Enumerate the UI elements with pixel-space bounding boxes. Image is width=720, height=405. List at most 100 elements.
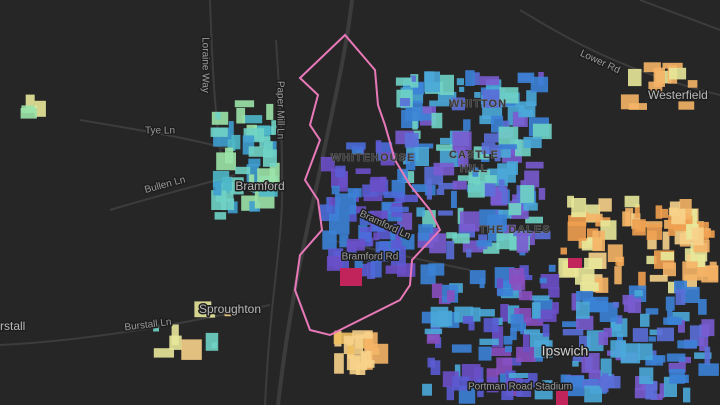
building-block bbox=[529, 295, 550, 301]
building-block bbox=[584, 385, 602, 403]
building-block bbox=[209, 310, 216, 318]
building-block bbox=[469, 270, 486, 285]
place-label: Westerfield bbox=[648, 88, 708, 102]
building-block bbox=[490, 186, 502, 205]
building-block bbox=[478, 346, 492, 361]
building-block bbox=[678, 101, 695, 110]
building-block bbox=[622, 211, 630, 227]
building-block bbox=[572, 355, 583, 363]
building-block bbox=[375, 140, 382, 153]
building-block bbox=[446, 386, 455, 401]
building-block bbox=[571, 293, 580, 311]
building-block bbox=[709, 261, 717, 268]
building-block bbox=[647, 230, 657, 250]
building-block bbox=[429, 233, 446, 254]
road-label: Loraine Way bbox=[199, 37, 210, 93]
building-block bbox=[499, 373, 506, 391]
building-block bbox=[466, 248, 472, 258]
building-block bbox=[532, 123, 552, 140]
building-block bbox=[666, 353, 686, 362]
building-block bbox=[320, 156, 335, 172]
building-block bbox=[516, 379, 532, 397]
building-block bbox=[600, 358, 612, 379]
building-block bbox=[420, 264, 436, 285]
building-block bbox=[524, 170, 540, 188]
road bbox=[0, 304, 271, 346]
building-block bbox=[230, 177, 244, 195]
building-block bbox=[483, 318, 499, 333]
building-block bbox=[333, 332, 354, 344]
building-block bbox=[698, 299, 707, 315]
building-block bbox=[351, 146, 364, 155]
building-block bbox=[411, 184, 428, 192]
building-block bbox=[523, 331, 530, 353]
building-block bbox=[236, 107, 246, 124]
building-block bbox=[519, 275, 533, 281]
building-block bbox=[440, 137, 452, 145]
building-block bbox=[523, 136, 542, 149]
building-block bbox=[361, 263, 368, 277]
building-block bbox=[235, 166, 251, 175]
building-block bbox=[552, 302, 559, 314]
building-block bbox=[525, 317, 544, 326]
building-block bbox=[482, 104, 503, 119]
building-block bbox=[663, 317, 683, 325]
building-block bbox=[335, 193, 357, 215]
building-block bbox=[426, 331, 440, 344]
building-block bbox=[634, 290, 643, 297]
building-block bbox=[463, 119, 471, 131]
building-block bbox=[516, 346, 536, 362]
building-block bbox=[649, 274, 668, 282]
building-block bbox=[538, 188, 546, 200]
building-block bbox=[672, 374, 689, 383]
building-block bbox=[194, 301, 212, 318]
building-block bbox=[622, 294, 635, 305]
building-block bbox=[669, 67, 687, 80]
building-block bbox=[491, 148, 511, 158]
building-block bbox=[503, 335, 513, 345]
building-block bbox=[452, 233, 470, 244]
district-label: WHITTON bbox=[449, 98, 507, 110]
building-block bbox=[263, 149, 277, 167]
building-block bbox=[677, 340, 698, 349]
building-block bbox=[483, 242, 500, 254]
building-block bbox=[646, 255, 657, 265]
building-block bbox=[329, 197, 341, 206]
building-block bbox=[575, 267, 595, 285]
building-block bbox=[580, 282, 599, 291]
building-block bbox=[470, 307, 481, 322]
building-block bbox=[581, 239, 603, 251]
building-block bbox=[451, 97, 465, 111]
building-block bbox=[614, 266, 622, 285]
building-block bbox=[638, 271, 646, 289]
building-block bbox=[422, 383, 432, 396]
building-block bbox=[701, 319, 715, 337]
building-block bbox=[438, 182, 457, 190]
place-label: Ipswich bbox=[542, 343, 589, 359]
building-block bbox=[678, 320, 685, 333]
building-block bbox=[462, 316, 474, 324]
building-block bbox=[498, 126, 519, 146]
building-block bbox=[370, 259, 382, 278]
building-block bbox=[518, 291, 533, 301]
building-block bbox=[389, 206, 409, 213]
building-block bbox=[697, 254, 706, 267]
district-label: CASTLE bbox=[449, 149, 499, 161]
building-block bbox=[360, 350, 372, 367]
building-block bbox=[645, 221, 663, 228]
building-block bbox=[516, 232, 529, 253]
building-block bbox=[355, 362, 366, 375]
building-block bbox=[505, 345, 512, 353]
building-block bbox=[410, 75, 416, 82]
building-block bbox=[592, 230, 605, 252]
building-block bbox=[346, 238, 365, 251]
building-block bbox=[395, 77, 412, 86]
building-block bbox=[472, 167, 479, 177]
building-block bbox=[484, 133, 499, 143]
building-block bbox=[616, 333, 623, 344]
building-block bbox=[501, 120, 510, 133]
building-blocks bbox=[20, 62, 719, 405]
building-block bbox=[360, 253, 380, 262]
building-block bbox=[266, 103, 274, 120]
